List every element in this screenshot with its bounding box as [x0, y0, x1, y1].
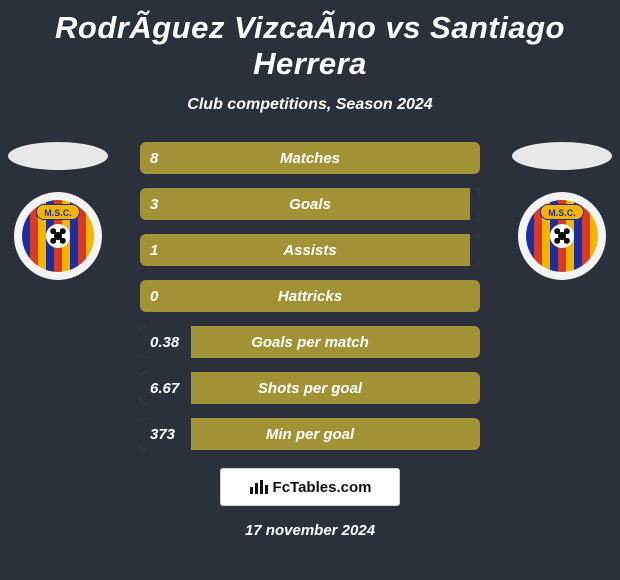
- stat-row: 6.67Shots per goal: [140, 372, 480, 404]
- player-left-photo-placeholder: [8, 142, 108, 170]
- stat-label: Goals: [140, 188, 480, 220]
- stat-label: Min per goal: [140, 418, 480, 450]
- stat-label: Matches: [140, 142, 480, 174]
- brand-badge[interactable]: FcTables.com: [220, 468, 400, 506]
- player-right-photo-placeholder: [512, 142, 612, 170]
- club-badge-right: M.S.C.: [518, 192, 606, 280]
- stat-row: 0.38Goals per match: [140, 326, 480, 358]
- stat-row: 8Matches: [140, 142, 480, 174]
- player-left-column: M.S.C.: [8, 142, 108, 280]
- stat-row: 0Hattricks: [140, 280, 480, 312]
- club-badge-left-inner: M.S.C.: [22, 200, 94, 272]
- page-subtitle: Club competitions, Season 2024: [0, 96, 620, 114]
- stat-bars-container: 8Matches 3Goals 1Assists 0Hattricks 0.38Goal…: [140, 142, 480, 450]
- stat-label: Shots per goal: [140, 372, 480, 404]
- soccer-ball-icon: [550, 224, 574, 248]
- stat-row: 373Min per goal: [140, 418, 480, 450]
- comparison-chart: M.S.C. M.S.C. 8Matches 3Goals 1Assists 0Hat…: [0, 142, 620, 450]
- club-badge-left-text: M.S.C.: [36, 204, 80, 220]
- bar-chart-icon: [249, 479, 269, 495]
- page-title: RodrÃ­guez VizcaÃ­no vs Santiago Herrera: [0, 0, 620, 82]
- soccer-ball-icon: [46, 224, 70, 248]
- brand-text: FcTables.com: [273, 479, 372, 496]
- stat-row: 1Assists: [140, 234, 480, 266]
- date-text: 17 november 2024: [0, 522, 620, 539]
- stat-row: 3Goals: [140, 188, 480, 220]
- club-badge-left: M.S.C.: [14, 192, 102, 280]
- club-badge-right-inner: M.S.C.: [526, 200, 598, 272]
- stat-label: Assists: [140, 234, 480, 266]
- club-badge-right-text: M.S.C.: [540, 204, 584, 220]
- stat-label: Hattricks: [140, 280, 480, 312]
- player-right-column: M.S.C.: [512, 142, 612, 280]
- stat-label: Goals per match: [140, 326, 480, 358]
